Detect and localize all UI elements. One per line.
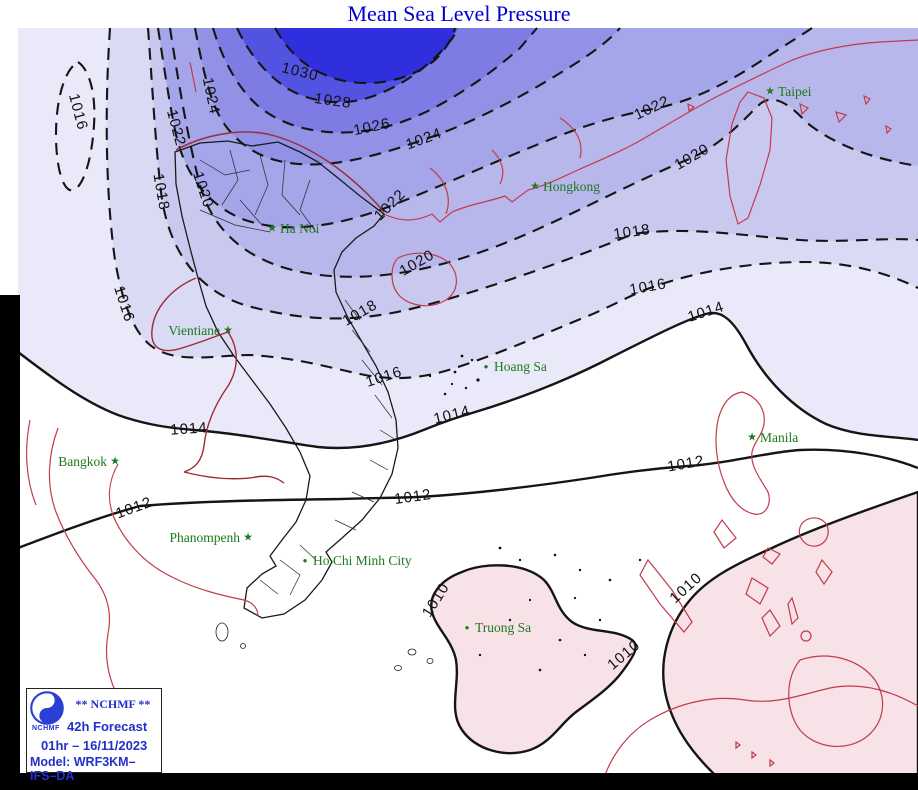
phu-quoc-island [215, 622, 229, 642]
isobar-1026 [211, 27, 538, 134]
coastline-borneo [599, 685, 918, 790]
isobar-1024 [193, 27, 621, 166]
coastline-gulf-thailand [108, 463, 259, 617]
bohol-island [800, 630, 812, 642]
bottom-frame-bar [0, 773, 918, 790]
border-laos-thailand [151, 277, 285, 484]
left-frame-bar [0, 295, 20, 790]
legend-org: ** NCHMF ** [75, 697, 151, 711]
philippine-islands [639, 517, 833, 638]
page-title: Mean Sea Level Pressure [347, 1, 571, 26]
isobar-1030 [274, 27, 457, 85]
legend-valid-time: 01hr – 16/11/2023 [41, 738, 148, 753]
low-region-southeast [662, 490, 918, 790]
isobar-1028 [236, 27, 459, 104]
low-region-central [430, 564, 637, 755]
nchmf-logo-text: NCHMF [32, 725, 60, 732]
vietnam-provinces [199, 149, 397, 596]
isobar-1016 [105, 27, 918, 380]
coastline-luzon [715, 391, 770, 515]
isobar-1016-closed-cell [54, 60, 96, 192]
coastline-china [383, 39, 918, 223]
forecast-info-box: NCHMF ** NCHMF ** 42h Forecast 01hr – 16… [26, 688, 162, 783]
legend-forecast-hours: 42h Forecast [67, 719, 148, 734]
small-island [240, 643, 246, 649]
coastline-mindanao [788, 655, 884, 747]
coastline-hainan [391, 252, 457, 307]
isobar-1018 [146, 27, 918, 320]
band-above-1030 [275, 28, 455, 84]
coastline-taiwan [725, 91, 773, 225]
sulu-islands [735, 740, 775, 768]
border-china-vietnam [175, 131, 385, 213]
legend-model: Model: WRF3KM–IFS–DA [30, 755, 136, 783]
isobar-1014 [17, 311, 918, 450]
islands-ne-taiwan [687, 94, 892, 135]
outlined-islets [394, 648, 434, 671]
isobar-1020 [168, 27, 918, 278]
isobar-1022 [156, 27, 813, 229]
isobar-1012 [17, 448, 918, 550]
china-inland-borders [189, 61, 582, 215]
nchmf-logo [30, 691, 64, 725]
vietnam-outline [174, 140, 399, 619]
island-specks [428, 354, 642, 672]
